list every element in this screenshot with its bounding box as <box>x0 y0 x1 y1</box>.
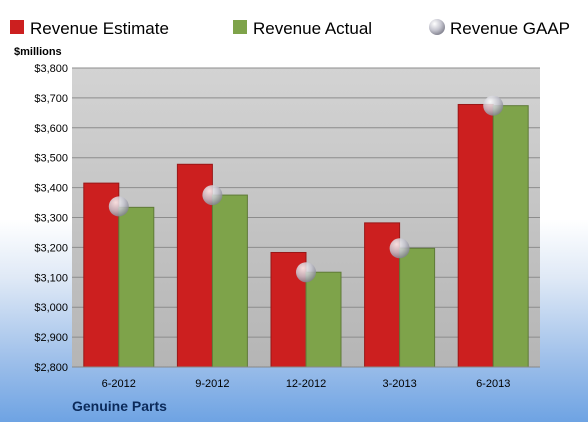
revenue-actual-bar <box>399 247 436 368</box>
x-category-label: 3-2013 <box>382 378 416 390</box>
revenue-gaap-marker <box>202 185 223 206</box>
bars <box>83 103 529 368</box>
legend-label: Revenue Estimate <box>30 19 169 38</box>
y-tick-label: $2,800 <box>34 362 68 374</box>
revenue-gaap-marker <box>108 196 129 217</box>
legend-swatch <box>233 20 247 34</box>
y-unit-label: $millions <box>14 46 62 58</box>
gaap-markers <box>108 95 504 283</box>
revenue-gaap-marker <box>389 238 410 259</box>
revenue-actual-bar <box>211 194 248 368</box>
y-axis-ticks: $2,800 $2,900 $3,000 $3,100 $3,200 $3,300 $3,4… <box>34 63 68 374</box>
company-name: Genuine Parts <box>72 398 167 414</box>
revenue-actual-bar <box>118 206 155 368</box>
x-category-label: 9-2012 <box>195 378 229 390</box>
revenue-actual-bar <box>305 271 342 368</box>
y-tick-label: $2,900 <box>34 332 68 344</box>
x-category-label: 6-2012 <box>102 378 136 390</box>
legend-swatch <box>429 19 445 35</box>
y-tick-label: $3,600 <box>34 123 68 135</box>
y-tick-label: $3,800 <box>34 63 68 75</box>
revenue-gaap-marker <box>296 262 316 283</box>
x-category-label: 6-2013 <box>476 378 510 390</box>
x-axis-categories: 6-2012 9-2012 12-2012 3-2013 6-2013 <box>102 378 511 390</box>
legend-label: Revenue Actual <box>253 19 372 38</box>
revenue-actual-bar <box>492 105 529 368</box>
revenue-gaap-marker <box>483 95 504 116</box>
legend: Revenue Estimate Revenue Actual Revenue GA… <box>10 19 570 38</box>
y-tick-label: $3,100 <box>34 272 68 284</box>
y-tick-label: $3,700 <box>34 93 68 105</box>
y-tick-label: $3,200 <box>34 242 68 254</box>
y-tick-label: $3,500 <box>34 153 68 165</box>
legend-label: Revenue GAAP <box>450 19 570 38</box>
y-tick-label: $3,400 <box>34 183 68 195</box>
revenue-estimate-bar <box>457 103 494 368</box>
y-tick-label: $3,300 <box>34 213 68 225</box>
x-category-label: 12-2012 <box>286 378 326 390</box>
legend-swatch <box>10 20 24 34</box>
y-tick-label: $3,000 <box>34 302 68 314</box>
